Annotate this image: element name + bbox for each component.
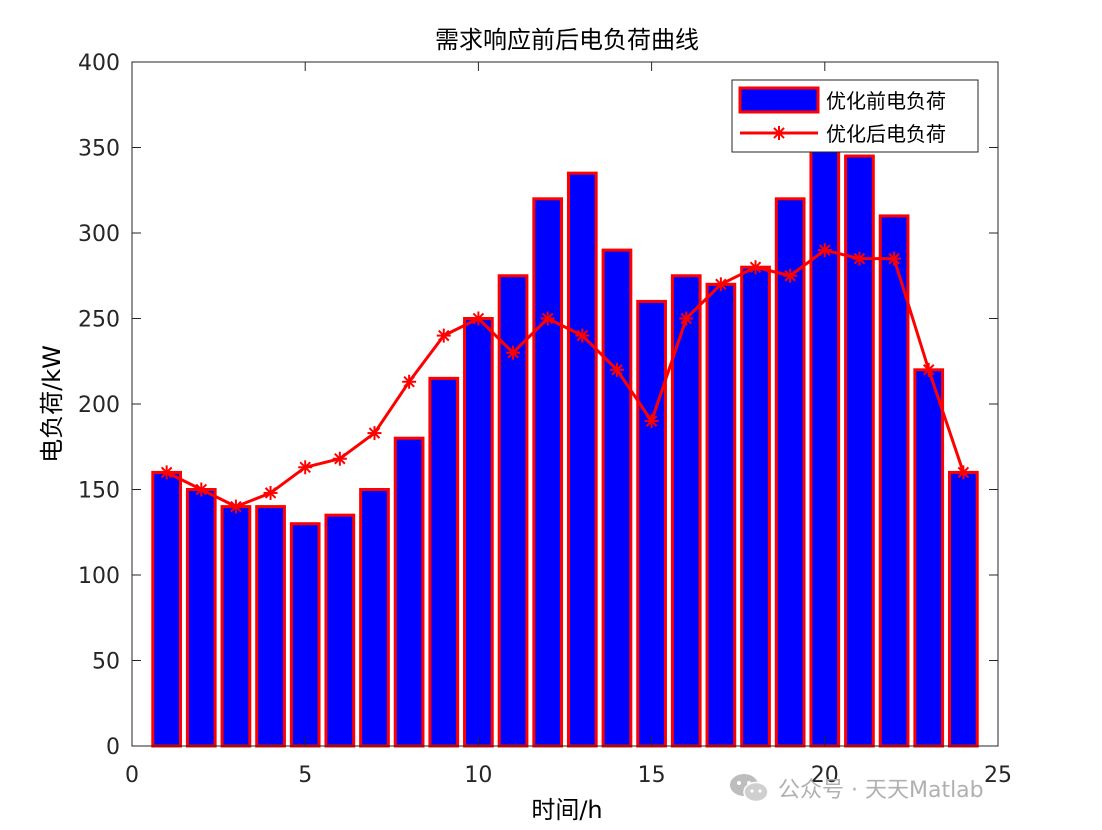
x-tick-label: 0 [125,763,139,788]
bar-1 [151,470,182,748]
bar-18 [740,265,771,748]
x-tick-label: 10 [464,763,492,788]
legend-line-marker [772,126,786,140]
watermark: 公众号 · 天天Matlab [728,768,984,808]
y-tick-label: 150 [78,479,120,504]
line-marker-24 [956,465,971,480]
y-tick-label: 300 [78,222,120,247]
bar-5 [289,522,321,748]
bar-12 [532,197,564,748]
legend-label-before: 优化前电负荷 [826,89,946,113]
line-marker-3 [228,499,243,514]
bar-10 [463,317,494,748]
x-axis-label: 时间/h [531,796,602,824]
line-marker-10 [471,311,486,326]
legend-asterisk [772,126,786,140]
line-marker-6 [332,451,347,466]
bar-23 [913,368,945,748]
y-tick-label: 100 [78,564,120,589]
line-marker-21 [852,251,867,266]
line-marker-9 [436,328,451,343]
bar-22 [878,214,910,748]
x-tick-label: 5 [298,763,312,788]
bar-8 [393,436,425,748]
x-tick-label: 25 [984,763,1012,788]
y-tick-label: 250 [78,308,120,333]
bar-9 [428,376,460,748]
line-marker-19 [783,268,798,283]
bar-20 [809,146,841,748]
bar-21 [844,154,875,748]
y-tick-label: 400 [78,51,120,76]
series-line-after [165,248,965,509]
y-tick-label: 200 [78,393,120,418]
wechat-icon [730,774,769,803]
bar-2 [185,488,217,748]
legend-bar-swatch [738,86,820,114]
line-layer [159,243,971,514]
line-marker-7 [367,426,382,441]
line-marker-2 [194,482,209,497]
line-marker-15 [644,414,659,429]
line-marker-13 [575,328,590,343]
bars-layer [151,146,979,748]
bar-4 [255,505,286,748]
y-tick-label: 0 [106,735,120,760]
chart-title: 需求响应前后电负荷曲线 [435,26,699,54]
x-tick-label: 20 [811,763,839,788]
line-marker-16 [679,311,694,326]
line-marker-18 [748,260,763,275]
line-marker-8 [402,374,417,389]
bar-7 [359,488,390,748]
bar-24 [948,470,979,748]
line-marker-5 [298,460,313,475]
bar-13 [566,171,598,748]
y-tick-label: 350 [78,137,120,162]
x-tick-label: 15 [638,763,666,788]
line-marker-12 [540,311,555,326]
y-axis-label: 电负荷/kW [38,345,66,463]
line-marker-22 [887,251,902,266]
legend: 优化前电负荷 优化后电负荷 [731,79,979,153]
line-marker-14 [609,362,624,377]
legend-label-after: 优化后电负荷 [826,122,946,146]
line-marker-11 [506,345,521,360]
line-marker-1 [159,465,174,480]
y-tick-label: 50 [92,650,120,675]
line-marker-4 [263,485,278,500]
bar-17 [705,282,737,748]
bar-15 [636,299,667,748]
bar-6 [324,513,356,748]
line-marker-20 [817,243,832,258]
line-marker-17 [713,277,728,292]
bar-3 [220,505,252,748]
line-marker-23 [921,362,936,377]
bar-14 [601,248,633,748]
watermark-text: 公众号 · 天天Matlab [778,778,984,803]
